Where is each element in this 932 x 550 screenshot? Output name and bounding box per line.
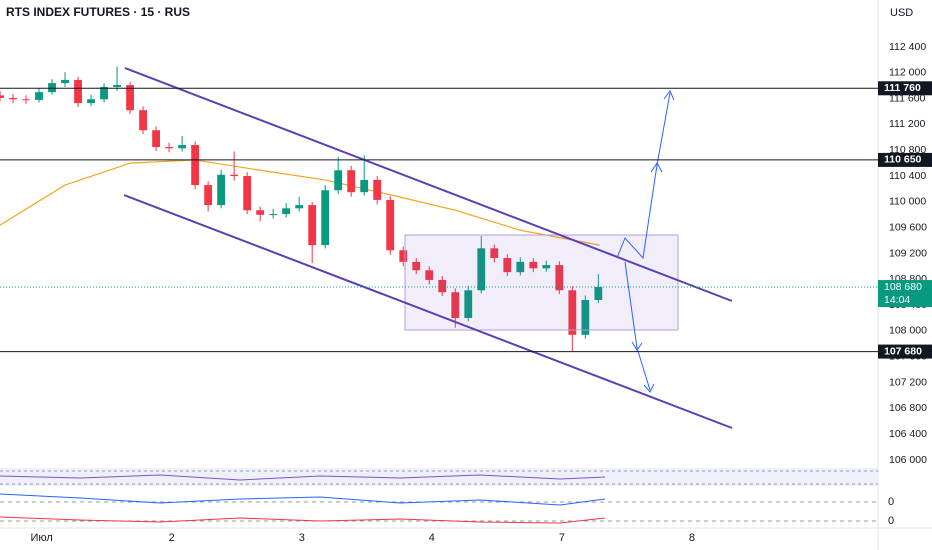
arrow-head	[663, 90, 675, 101]
forecast-up	[656, 92, 671, 166]
channel-upper	[124, 67, 733, 302]
candle-body	[165, 147, 173, 149]
candle-body	[568, 290, 577, 335]
indicator-line	[0, 474, 606, 481]
forecast-down	[636, 347, 651, 391]
y-tick-label: 106 800	[889, 402, 927, 414]
x-tick-label: 7	[559, 532, 565, 544]
candle-body	[373, 179, 382, 200]
y-tick-label: 106 000	[889, 454, 927, 466]
candle-body	[451, 292, 460, 319]
indicator-line	[0, 493, 606, 506]
forecast-down	[624, 261, 638, 349]
candle-body	[542, 265, 551, 269]
candle-body	[412, 261, 421, 271]
y-tick-label: 112 400	[889, 41, 926, 53]
candle-body	[48, 83, 56, 93]
y-tick-label: 112 000	[889, 67, 926, 79]
candle-body	[178, 145, 187, 149]
y-tick-label: 108 000	[889, 325, 927, 337]
y-tick-label: 111 200	[889, 118, 926, 130]
candle-body	[87, 99, 95, 104]
candle-body	[61, 79, 69, 84]
y-tick-label: 107 200	[889, 376, 927, 388]
indicator-line	[0, 516, 606, 524]
candle-body	[256, 210, 265, 215]
candle-body	[581, 299, 590, 335]
countdown: 14:04	[884, 294, 910, 306]
candle-body	[438, 279, 447, 293]
candle-body	[0, 95, 4, 98]
y-tick-label: 109 200	[889, 247, 927, 259]
x-tick-label: Июл	[30, 532, 52, 544]
x-tick-label: 8	[689, 532, 695, 544]
candle-body	[35, 92, 43, 100]
candle-body	[529, 261, 538, 269]
price-tag-label: 107 680	[884, 345, 922, 357]
channel-lower	[123, 194, 733, 429]
candle-body	[22, 99, 30, 101]
drawings	[123, 67, 733, 429]
forecast-up	[616, 164, 658, 260]
indicator-panes	[0, 468, 878, 524]
x-tick-label: 4	[429, 532, 435, 544]
candle-body	[217, 174, 226, 206]
last-price-label: 108 680	[884, 281, 922, 293]
candle-body	[321, 190, 330, 246]
candle-body	[74, 79, 82, 104]
candle-body	[204, 185, 213, 206]
candle-body	[464, 290, 473, 319]
range-box	[404, 234, 679, 331]
candle-body	[490, 248, 499, 259]
y-tick-label: 109 600	[889, 221, 927, 233]
candle-body	[399, 250, 408, 262]
chart-title: RTS INDEX FUTURES · 15 · RUS	[6, 5, 190, 19]
candle-body	[100, 86, 108, 100]
arrow-head	[631, 341, 643, 351]
price-tag	[878, 344, 932, 359]
arrow-head	[643, 383, 655, 393]
candle-body	[9, 97, 17, 100]
candle-body	[243, 176, 252, 211]
candle-body	[126, 85, 134, 111]
price-tag	[878, 152, 932, 167]
last-price-tag	[878, 280, 932, 308]
candle-body	[555, 265, 564, 291]
price-tag	[878, 81, 932, 96]
candle-body	[477, 248, 486, 291]
candle-body	[516, 261, 525, 273]
price-tag-label: 111 760	[884, 82, 921, 94]
x-tick-label: 3	[299, 532, 305, 544]
candle-body	[295, 205, 304, 209]
candle-body	[386, 199, 395, 251]
candle-body	[347, 170, 356, 193]
currency: USD	[890, 7, 913, 19]
candle-body	[269, 214, 278, 216]
y-tick-label: 110 400	[889, 170, 926, 182]
candle-body	[360, 179, 369, 193]
candle-body	[425, 270, 434, 280]
candle-body	[334, 170, 343, 191]
candle-body	[503, 258, 512, 273]
y-tick-label: 111 600	[889, 92, 926, 104]
candle-body	[282, 208, 291, 215]
candle-body	[139, 110, 147, 131]
candle-body	[230, 174, 239, 177]
indicator-label: 0	[888, 515, 894, 527]
candle-body	[308, 205, 317, 246]
candle-body	[191, 145, 200, 186]
candle-body	[594, 287, 603, 300]
moving-average	[0, 159, 600, 246]
arrow-head	[650, 162, 663, 173]
y-tick-label: 110 000	[889, 196, 926, 208]
candle-body	[152, 130, 160, 148]
indicator-label: 0	[888, 496, 894, 508]
x-tick-label: 2	[169, 532, 175, 544]
price-tag-label: 110 650	[884, 154, 922, 166]
candle-body	[113, 85, 121, 87]
y-tick-label: 106 400	[889, 428, 927, 440]
